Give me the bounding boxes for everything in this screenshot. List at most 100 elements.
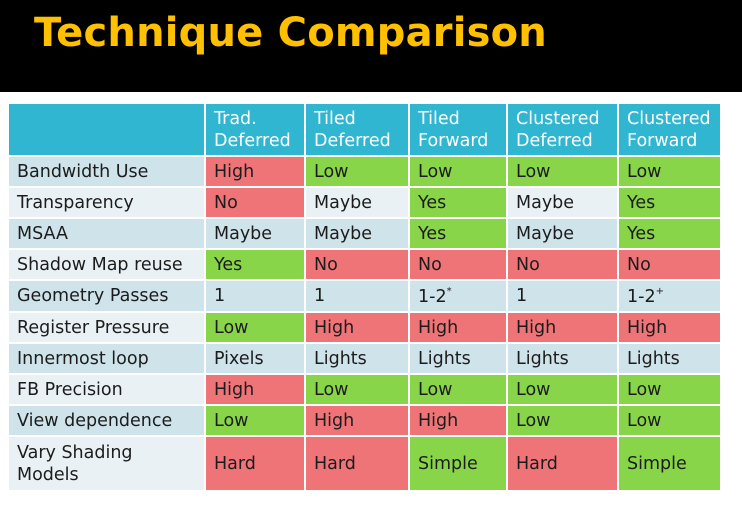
table-cell: Low xyxy=(619,406,722,437)
cell-value: Yes xyxy=(418,223,447,244)
table-cell: Yes xyxy=(410,188,508,219)
column-header-line2: Forward xyxy=(627,131,698,151)
row-label: Shadow Map reuse xyxy=(9,250,206,281)
cell-value: Low xyxy=(516,161,551,182)
row-label: MSAA xyxy=(9,219,206,250)
table-cell: Low xyxy=(619,375,722,406)
table-row: FB Precision High Low Low Low Low xyxy=(9,375,722,406)
slide-title: Technique Comparison xyxy=(34,10,547,56)
row-label: Register Pressure xyxy=(9,313,206,344)
table-cell: Low xyxy=(306,157,410,188)
cell-value: Yes xyxy=(418,192,447,213)
header-corner xyxy=(9,104,206,157)
table-cell: Simple xyxy=(410,437,508,492)
column-header-line1: Tiled xyxy=(418,109,460,129)
table-cell: Maybe xyxy=(306,219,410,250)
cell-value: Low xyxy=(627,410,662,431)
cell-value: Lights xyxy=(418,348,471,369)
table-cell: Low xyxy=(206,406,306,437)
cell-value: Maybe xyxy=(516,223,575,244)
column-header-line1: Clustered xyxy=(516,109,600,129)
table-cell: 1-2+ xyxy=(619,281,722,313)
table-row: Innermost loop Pixels Lights Lights Lights Li… xyxy=(9,344,722,375)
column-header-line2: Deferred xyxy=(314,131,391,151)
column-header-line2: Deferred xyxy=(214,131,291,151)
cell-value: Low xyxy=(314,379,349,400)
column-header: Tiled Deferred xyxy=(306,104,410,157)
cell-value: High xyxy=(314,410,355,431)
table-cell: No xyxy=(206,188,306,219)
table-cell: Maybe xyxy=(508,219,619,250)
cell-value: High xyxy=(627,317,668,338)
footnote-marker: * xyxy=(446,285,452,297)
cell-value: Yes xyxy=(627,192,656,213)
cell-value: Low xyxy=(516,410,551,431)
table-cell: Hard xyxy=(508,437,619,492)
table-cell: Low xyxy=(508,406,619,437)
table-cell: High xyxy=(206,157,306,188)
cell-value: Low xyxy=(314,161,349,182)
cell-value: Maybe xyxy=(314,192,373,213)
table-cell: Maybe xyxy=(206,219,306,250)
column-header-line2: Deferred xyxy=(516,131,593,151)
table-cell: Lights xyxy=(508,344,619,375)
cell-value: Simple xyxy=(418,453,478,474)
cell-value: Low xyxy=(418,379,453,400)
table-cell: Simple xyxy=(619,437,722,492)
cell-value: High xyxy=(516,317,557,338)
table-cell: Low xyxy=(508,375,619,406)
table-cell: High xyxy=(306,406,410,437)
cell-value: 1 xyxy=(516,286,528,306)
cell-value: 1-2 xyxy=(627,286,656,307)
cell-value: Maybe xyxy=(516,192,575,213)
cell-value: Hard xyxy=(214,453,256,474)
cell-value: 1-2 xyxy=(418,286,447,307)
column-header-line1: Tiled xyxy=(314,109,356,129)
header-row: Trad. Deferred Tiled Deferred Tiled Forw… xyxy=(9,104,722,157)
table-cell: Yes xyxy=(619,219,722,250)
cell-value: High xyxy=(214,379,255,400)
table-cell: Lights xyxy=(306,344,410,375)
table-cell: Low xyxy=(410,375,508,406)
row-label: Geometry Passes xyxy=(9,281,206,313)
table-body: Bandwidth Use High Low Low Low Low Transparenc… xyxy=(9,157,722,492)
cell-value: 1 xyxy=(314,286,326,306)
table-cell: 1 xyxy=(508,281,619,313)
cell-value: No xyxy=(214,192,238,213)
table-cell: Hard xyxy=(306,437,410,492)
cell-value: High xyxy=(418,410,459,431)
table-cell: High xyxy=(306,313,410,344)
column-header-line1: Trad. xyxy=(214,109,257,129)
row-label: Vary Shading Models xyxy=(9,437,206,492)
cell-value: Low xyxy=(418,161,453,182)
cell-value: Low xyxy=(627,379,662,400)
cell-value: 1 xyxy=(214,286,226,306)
table-row: Shadow Map reuse Yes No No No No xyxy=(9,250,722,281)
table-cell: High xyxy=(410,313,508,344)
cell-value: No xyxy=(418,254,442,275)
cell-value: Hard xyxy=(314,453,356,474)
table-cell: Yes xyxy=(206,250,306,281)
table-cell: High xyxy=(508,313,619,344)
cell-value: No xyxy=(627,254,651,275)
column-header: Tiled Forward xyxy=(410,104,508,157)
cell-value: Maybe xyxy=(214,223,273,244)
table-row: Transparency No Maybe Yes Maybe Yes xyxy=(9,188,722,219)
table-cell: High xyxy=(206,375,306,406)
table-row: MSAA Maybe Maybe Yes Maybe Yes xyxy=(9,219,722,250)
table-cell: Low xyxy=(306,375,410,406)
table-row: Vary Shading Models Hard Hard Simple Hard Sim… xyxy=(9,437,722,492)
table-row: Register Pressure Low High High High High xyxy=(9,313,722,344)
table-row: Bandwidth Use High Low Low Low Low xyxy=(9,157,722,188)
cell-value: High xyxy=(214,161,255,182)
table-cell: Yes xyxy=(619,188,722,219)
comparison-table: Trad. Deferred Tiled Deferred Tiled Forw… xyxy=(9,104,722,492)
cell-value: Yes xyxy=(214,254,243,275)
footnote-marker: + xyxy=(655,285,664,297)
row-label: Bandwidth Use xyxy=(9,157,206,188)
table-cell: Yes xyxy=(410,219,508,250)
table-cell: No xyxy=(410,250,508,281)
cell-value: Simple xyxy=(627,453,687,474)
cell-value: High xyxy=(314,317,355,338)
table-cell: Maybe xyxy=(508,188,619,219)
